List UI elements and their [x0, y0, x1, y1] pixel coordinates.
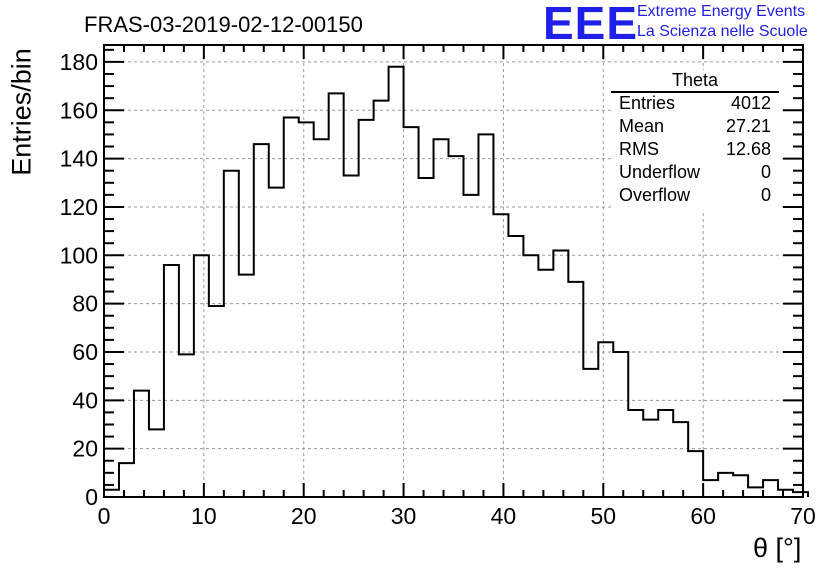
- y-tick-label: 140: [60, 146, 98, 172]
- stats-value: 27.21: [725, 116, 771, 136]
- stats-legend-box: Theta Entries 4012 Mean 27.21 RMS 12.68 …: [611, 70, 779, 210]
- y-tick-label: 80: [72, 291, 98, 317]
- stats-value: 0: [760, 185, 771, 205]
- y-tick-label: 160: [60, 97, 98, 123]
- eee-logo: EEE: [543, 0, 639, 49]
- stats-key: Entries: [619, 93, 676, 113]
- stats-title: Theta: [671, 70, 719, 90]
- x-tick-label: 40: [491, 503, 517, 529]
- stats-value: 12.68: [725, 139, 771, 159]
- plot-frame: [103, 44, 804, 498]
- y-tick-label: 180: [60, 49, 98, 75]
- y-tick-label: 20: [72, 436, 98, 462]
- stats-value: 0: [760, 162, 771, 182]
- grid-lines: [104, 45, 803, 497]
- stats-key: Underflow: [619, 162, 701, 182]
- stats-divider: [611, 91, 779, 93]
- y-axis-label: Entries/bin: [6, 48, 37, 176]
- stats-key: RMS: [619, 139, 659, 159]
- stats-row-mean: Mean 27.21: [619, 116, 771, 139]
- y-tick-label: 60: [72, 339, 98, 365]
- stats-row-entries: Entries 4012: [619, 93, 771, 116]
- stats-value: 4012: [730, 93, 771, 113]
- y-tick-label: 100: [60, 242, 98, 268]
- x-tick-label: 0: [98, 503, 111, 529]
- x-tick-label: 70: [790, 503, 816, 529]
- x-tick-label: 60: [690, 503, 716, 529]
- stats-key: Overflow: [619, 185, 691, 205]
- y-tick-label: 40: [72, 387, 98, 413]
- x-tick-label: 30: [391, 503, 417, 529]
- stats-row-rms: RMS 12.68: [619, 139, 771, 162]
- histogram-step-line: [103, 65, 809, 497]
- x-axis-label: θ [°]: [753, 533, 802, 563]
- x-tick-label: 20: [291, 503, 317, 529]
- logo-subtitle-line1: Extreme Energy Events: [637, 3, 806, 20]
- y-tick-label: 0: [85, 484, 98, 510]
- axis-ticks: [103, 45, 804, 498]
- y-tick-label: 120: [60, 194, 98, 220]
- stats-row-underflow: Underflow 0: [619, 162, 771, 185]
- stats-key: Mean: [619, 116, 665, 136]
- axis-tick-labels: 0 10 20 30 40 50 60 70 0 20 40 60 80 100 120 140 160 180: [60, 49, 816, 529]
- chart-title: FRAS-03-2019-02-12-00150: [84, 12, 363, 37]
- stats-row-overflow: Overflow 0: [619, 185, 771, 208]
- x-tick-label: 50: [590, 503, 616, 529]
- x-tick-label: 10: [191, 503, 217, 529]
- logo-subtitle-line2: La Scienza nelle Scuole: [637, 23, 808, 40]
